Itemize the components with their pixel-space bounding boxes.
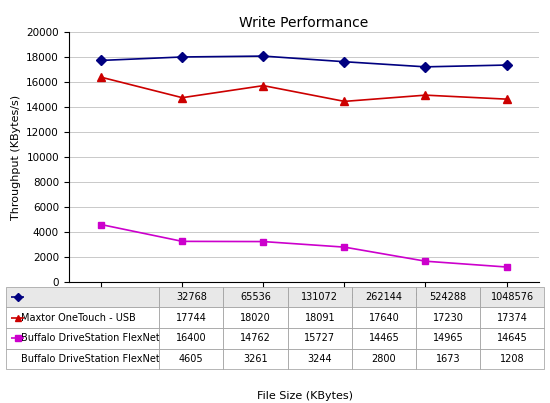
Y-axis label: Throughput (KBytes/s): Throughput (KBytes/s) bbox=[10, 95, 21, 220]
Text: File Size (KBytes): File Size (KBytes) bbox=[257, 391, 353, 401]
Title: Write Performance: Write Performance bbox=[239, 16, 368, 30]
